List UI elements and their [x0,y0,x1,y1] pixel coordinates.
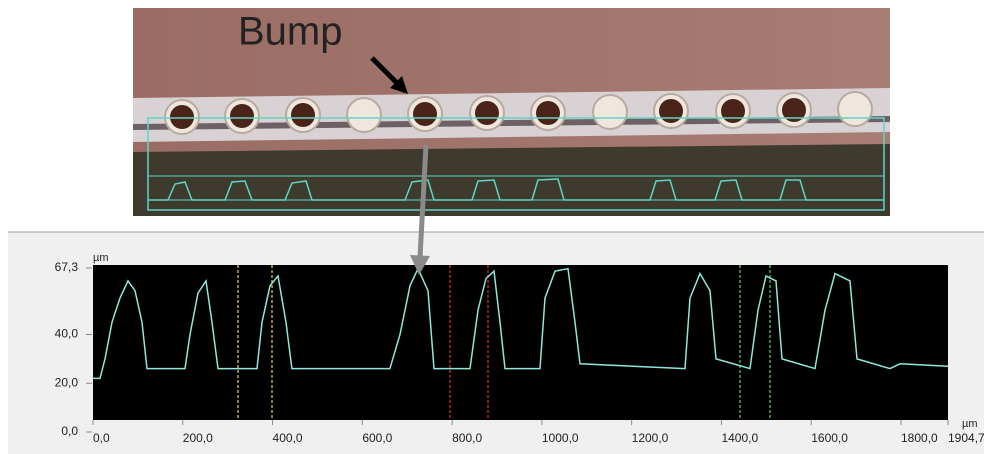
x-tick-label: 200,0 [183,431,213,445]
x-tick-label: 800,0 [452,431,482,445]
annotation-arrowhead [390,76,408,94]
y-tick-label: 40,0 [55,327,79,341]
x-tick-label: 1200,0 [632,431,669,445]
x-unit: µm [962,418,978,430]
annotation-arrow [370,56,400,86]
y-tick-label: 20,0 [55,375,79,389]
x-tick-label: 1400,0 [721,431,758,445]
x-tick-label: 400,0 [273,431,303,445]
x-tick-label: 1600,0 [811,431,848,445]
x-tick-label: 1000,0 [542,431,579,445]
x-tick-label: 600,0 [362,431,392,445]
x-tick-label: 1800,0 [901,431,938,445]
plot-area [93,265,948,420]
x-tick-label: 0,0 [93,431,110,445]
pointer-arrow [417,144,429,259]
y-tick-label: 67,3 [55,260,79,274]
x-tick-label: 1904,7 [948,431,984,445]
cursors [237,265,771,420]
pointer-arrowhead [410,255,430,275]
y-unit: µm [93,252,109,264]
y-tick-label: 0,0 [61,424,78,438]
annotation: Bump [238,10,343,54]
microscope-image [133,8,890,216]
profile-line [93,266,949,380]
